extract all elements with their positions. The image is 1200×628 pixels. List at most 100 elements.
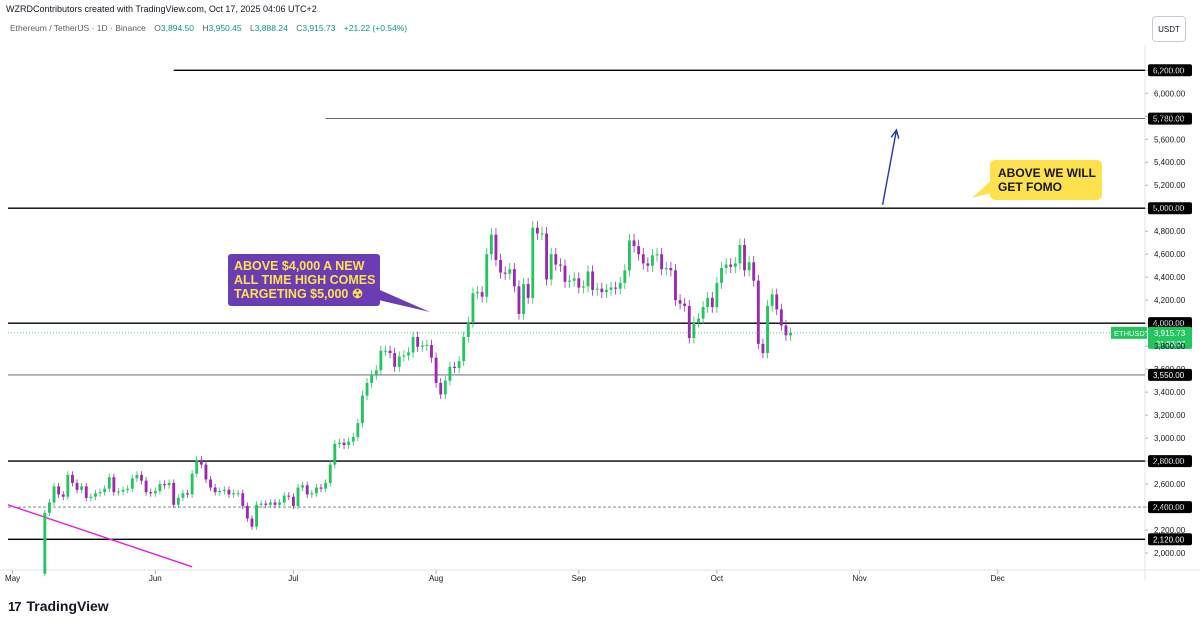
- candle-body: [402, 355, 406, 357]
- symbol-name[interactable]: Ethereum / TetherUS · 1D · Binance: [10, 23, 146, 33]
- candle-body: [779, 309, 783, 326]
- x-tick-label: May: [5, 574, 20, 583]
- x-tick-label: Sep: [572, 574, 587, 583]
- candle-body: [356, 423, 360, 437]
- candle-body: [641, 254, 645, 264]
- candle-body: [595, 288, 599, 290]
- purple-annotation: ABOVE $4,000 A NEW ALL TIME HIGH COMES T…: [228, 254, 380, 306]
- candle-body: [365, 382, 369, 396]
- candle-body: [766, 305, 769, 354]
- y-tick-label: 4,000.00: [1154, 319, 1186, 328]
- candle-body: [98, 492, 102, 494]
- candle-body: [48, 502, 51, 513]
- candle-body: [84, 486, 88, 498]
- candle-body: [149, 492, 153, 494]
- candle-body: [439, 382, 443, 395]
- candle-body: [747, 262, 751, 271]
- candle-body: [756, 280, 760, 344]
- tradingview-wordmark: TradingView: [26, 598, 109, 614]
- candle-body: [646, 263, 650, 266]
- y-tick-label: 3,400.00: [1154, 388, 1186, 397]
- candle-body: [61, 494, 65, 497]
- symbol-legend: Ethereum / TetherUS · 1D · Binance O3,89…: [10, 23, 407, 33]
- level-price-label: 2,400.00: [1153, 503, 1185, 512]
- candle-body: [259, 503, 263, 505]
- level-price-label: 2,800.00: [1153, 457, 1185, 466]
- y-tick-label: 3,000.00: [1154, 434, 1186, 443]
- candle-body: [282, 495, 286, 503]
- current-price-tag: [1148, 326, 1192, 349]
- candle-body: [669, 267, 673, 271]
- y-tick-label: 3,200.00: [1154, 411, 1186, 420]
- y-tick-label: 2,800.00: [1154, 457, 1186, 466]
- candle-body: [743, 245, 746, 271]
- y-tick-label: 2,000.00: [1154, 549, 1186, 558]
- candle-body: [66, 474, 70, 497]
- candle-body: [568, 280, 572, 282]
- candle-body: [425, 345, 429, 347]
- candle-body: [328, 464, 332, 483]
- candle-body: [508, 269, 512, 274]
- level-price-label: 5,000.00: [1153, 204, 1185, 213]
- candle-body: [462, 336, 466, 362]
- candle-body: [121, 489, 125, 492]
- candle-body: [305, 485, 309, 495]
- level-price-label: 2,120.00: [1153, 535, 1185, 544]
- candle-body: [715, 282, 719, 308]
- candle-body: [176, 497, 180, 505]
- candle-body: [319, 487, 323, 489]
- candle-body: [278, 502, 282, 505]
- candle-body: [407, 352, 410, 356]
- candle-body: [466, 322, 470, 337]
- currency-unit-button[interactable]: USDT: [1152, 16, 1186, 42]
- candle-body: [522, 284, 525, 314]
- candle-body: [651, 255, 654, 266]
- candle-body: [301, 485, 305, 488]
- candle-body: [632, 240, 636, 247]
- candle-body: [347, 441, 351, 446]
- candle-body: [678, 300, 682, 304]
- candle-body: [75, 482, 79, 490]
- candle-body: [480, 292, 484, 297]
- candle-body: [89, 496, 93, 498]
- candle-body: [738, 245, 742, 264]
- close-label: C: [296, 23, 303, 33]
- candle-body: [614, 287, 618, 289]
- y-tick-label: 4,800.00: [1154, 227, 1186, 236]
- candle-body: [770, 294, 774, 306]
- candle-body: [710, 297, 714, 308]
- level-price-tag: [1148, 317, 1192, 330]
- candle-body: [572, 278, 576, 281]
- y-tick-label: 4,600.00: [1154, 250, 1186, 259]
- y-tick-label: 5,400.00: [1154, 158, 1186, 167]
- candle-body: [94, 493, 97, 497]
- candle-body: [581, 286, 585, 288]
- candle-body: [448, 366, 452, 381]
- candle-body: [338, 442, 341, 444]
- candle-body: [784, 325, 788, 336]
- candle-body: [789, 332, 792, 336]
- candle-body: [618, 282, 622, 289]
- candle-body: [540, 233, 544, 235]
- candle-body: [706, 297, 710, 308]
- candle-body: [443, 380, 447, 395]
- candle-body: [591, 271, 595, 290]
- candle-body: [701, 307, 705, 319]
- candle-body: [457, 361, 461, 368]
- open-value: 3,894.50: [160, 23, 194, 33]
- candle-body: [144, 480, 148, 493]
- candle-body: [416, 336, 420, 347]
- candle-countdown: 21:53:07: [1156, 339, 1185, 348]
- candle-body: [190, 473, 194, 495]
- y-tick-label: 6,000.00: [1154, 89, 1186, 98]
- change-value: +21.22 (+0.54%): [343, 23, 408, 33]
- candle-body: [545, 233, 549, 280]
- tradingview-brand[interactable]: 17 TradingView: [8, 598, 109, 614]
- candle-body: [204, 464, 208, 480]
- candle-body: [531, 227, 535, 298]
- y-tick-label: 6,200.00: [1154, 66, 1186, 75]
- x-tick-label: Jul: [288, 574, 298, 583]
- candle-body: [384, 350, 387, 352]
- candle-body: [291, 496, 295, 506]
